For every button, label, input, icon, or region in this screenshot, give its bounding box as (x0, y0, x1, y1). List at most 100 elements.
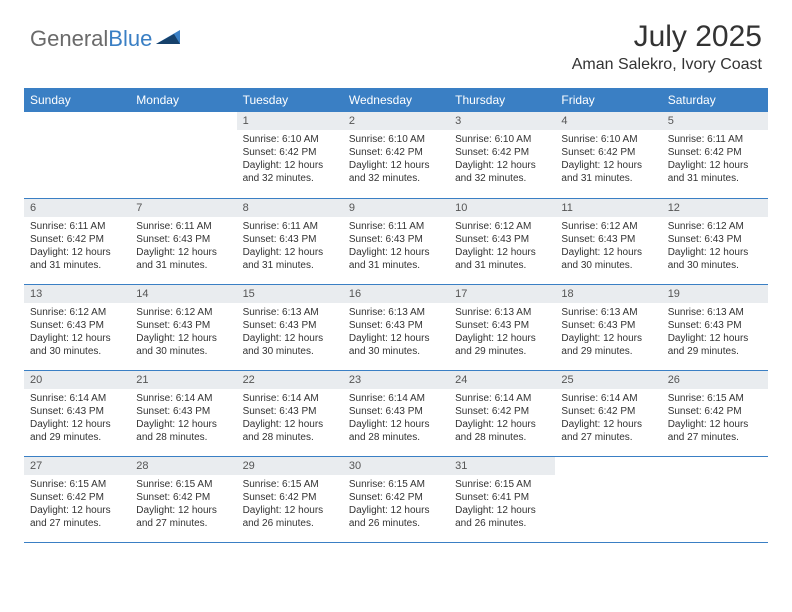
day-number: 26 (662, 371, 768, 389)
day-number: 11 (555, 199, 661, 217)
sunrise-line: Sunrise: 6:14 AM (455, 392, 549, 405)
sunset-line: Sunset: 6:43 PM (136, 233, 230, 246)
day-body: Sunrise: 6:11 AMSunset: 6:42 PMDaylight:… (662, 130, 768, 189)
daylight-line: Daylight: 12 hours and 30 minutes. (349, 332, 443, 358)
sunset-line: Sunset: 6:43 PM (668, 319, 762, 332)
brand-logo: GeneralBlue (30, 20, 182, 52)
brand-part2: Blue (108, 26, 152, 52)
day-number: 2 (343, 112, 449, 130)
calendar-cell (130, 112, 236, 198)
calendar-cell: 5Sunrise: 6:11 AMSunset: 6:42 PMDaylight… (662, 112, 768, 198)
calendar-body: 1Sunrise: 6:10 AMSunset: 6:42 PMDaylight… (24, 112, 768, 542)
day-body: Sunrise: 6:14 AMSunset: 6:43 PMDaylight:… (237, 389, 343, 448)
daylight-line: Daylight: 12 hours and 30 minutes. (668, 246, 762, 272)
day-body: Sunrise: 6:10 AMSunset: 6:42 PMDaylight:… (555, 130, 661, 189)
sunset-line: Sunset: 6:43 PM (136, 319, 230, 332)
sunset-line: Sunset: 6:41 PM (455, 491, 549, 504)
daylight-line: Daylight: 12 hours and 32 minutes. (243, 159, 337, 185)
day-number: 17 (449, 285, 555, 303)
sunrise-line: Sunrise: 6:11 AM (30, 220, 124, 233)
sunrise-line: Sunrise: 6:15 AM (668, 392, 762, 405)
sunset-line: Sunset: 6:42 PM (243, 146, 337, 159)
sunrise-line: Sunrise: 6:14 AM (349, 392, 443, 405)
day-number: 24 (449, 371, 555, 389)
calendar-cell: 8Sunrise: 6:11 AMSunset: 6:43 PMDaylight… (237, 198, 343, 284)
weekday-header: Sunday (24, 88, 130, 112)
calendar-cell (555, 456, 661, 542)
sunset-line: Sunset: 6:43 PM (243, 233, 337, 246)
calendar-cell: 20Sunrise: 6:14 AMSunset: 6:43 PMDayligh… (24, 370, 130, 456)
day-body: Sunrise: 6:13 AMSunset: 6:43 PMDaylight:… (662, 303, 768, 362)
header: GeneralBlue July 2025 Aman Salekro, Ivor… (0, 0, 792, 80)
day-number: 19 (662, 285, 768, 303)
sunset-line: Sunset: 6:43 PM (349, 233, 443, 246)
calendar-row: 6Sunrise: 6:11 AMSunset: 6:42 PMDaylight… (24, 198, 768, 284)
daylight-line: Daylight: 12 hours and 32 minutes. (349, 159, 443, 185)
calendar-cell: 12Sunrise: 6:12 AMSunset: 6:43 PMDayligh… (662, 198, 768, 284)
calendar-cell: 27Sunrise: 6:15 AMSunset: 6:42 PMDayligh… (24, 456, 130, 542)
daylight-line: Daylight: 12 hours and 31 minutes. (349, 246, 443, 272)
calendar-cell: 28Sunrise: 6:15 AMSunset: 6:42 PMDayligh… (130, 456, 236, 542)
daylight-line: Daylight: 12 hours and 28 minutes. (136, 418, 230, 444)
day-number: 8 (237, 199, 343, 217)
daylight-line: Daylight: 12 hours and 31 minutes. (30, 246, 124, 272)
calendar-cell: 3Sunrise: 6:10 AMSunset: 6:42 PMDaylight… (449, 112, 555, 198)
daylight-line: Daylight: 12 hours and 32 minutes. (455, 159, 549, 185)
day-body: Sunrise: 6:15 AMSunset: 6:42 PMDaylight:… (130, 475, 236, 534)
weekday-header: Friday (555, 88, 661, 112)
day-body: Sunrise: 6:14 AMSunset: 6:42 PMDaylight:… (449, 389, 555, 448)
calendar-cell (24, 112, 130, 198)
daylight-line: Daylight: 12 hours and 27 minutes. (561, 418, 655, 444)
daylight-line: Daylight: 12 hours and 27 minutes. (668, 418, 762, 444)
day-number: 28 (130, 457, 236, 475)
sunset-line: Sunset: 6:43 PM (243, 405, 337, 418)
daylight-line: Daylight: 12 hours and 31 minutes. (561, 159, 655, 185)
daylight-line: Daylight: 12 hours and 31 minutes. (455, 246, 549, 272)
sunrise-line: Sunrise: 6:10 AM (561, 133, 655, 146)
sunset-line: Sunset: 6:43 PM (455, 233, 549, 246)
day-number: 30 (343, 457, 449, 475)
calendar-cell: 31Sunrise: 6:15 AMSunset: 6:41 PMDayligh… (449, 456, 555, 542)
calendar-cell: 15Sunrise: 6:13 AMSunset: 6:43 PMDayligh… (237, 284, 343, 370)
weekday-header-row: SundayMondayTuesdayWednesdayThursdayFrid… (24, 88, 768, 112)
sunset-line: Sunset: 6:42 PM (455, 405, 549, 418)
sunrise-line: Sunrise: 6:14 AM (561, 392, 655, 405)
calendar-cell: 4Sunrise: 6:10 AMSunset: 6:42 PMDaylight… (555, 112, 661, 198)
calendar-row: 13Sunrise: 6:12 AMSunset: 6:43 PMDayligh… (24, 284, 768, 370)
sunrise-line: Sunrise: 6:11 AM (136, 220, 230, 233)
sunrise-line: Sunrise: 6:15 AM (136, 478, 230, 491)
calendar-cell: 14Sunrise: 6:12 AMSunset: 6:43 PMDayligh… (130, 284, 236, 370)
day-body: Sunrise: 6:11 AMSunset: 6:43 PMDaylight:… (130, 217, 236, 276)
sunrise-line: Sunrise: 6:14 AM (136, 392, 230, 405)
brand-part1: General (30, 26, 108, 52)
day-body: Sunrise: 6:12 AMSunset: 6:43 PMDaylight:… (130, 303, 236, 362)
sunset-line: Sunset: 6:42 PM (668, 405, 762, 418)
day-body: Sunrise: 6:15 AMSunset: 6:42 PMDaylight:… (662, 389, 768, 448)
sunrise-line: Sunrise: 6:14 AM (30, 392, 124, 405)
title-block: July 2025 Aman Salekro, Ivory Coast (572, 20, 762, 74)
weekday-header: Wednesday (343, 88, 449, 112)
day-body: Sunrise: 6:14 AMSunset: 6:42 PMDaylight:… (555, 389, 661, 448)
sunset-line: Sunset: 6:43 PM (30, 319, 124, 332)
day-number: 10 (449, 199, 555, 217)
day-number: 20 (24, 371, 130, 389)
sunset-line: Sunset: 6:43 PM (561, 319, 655, 332)
calendar-cell: 26Sunrise: 6:15 AMSunset: 6:42 PMDayligh… (662, 370, 768, 456)
sunrise-line: Sunrise: 6:12 AM (30, 306, 124, 319)
day-number: 1 (237, 112, 343, 130)
calendar-table: SundayMondayTuesdayWednesdayThursdayFrid… (24, 88, 768, 543)
location-subtitle: Aman Salekro, Ivory Coast (572, 56, 762, 74)
day-body: Sunrise: 6:12 AMSunset: 6:43 PMDaylight:… (555, 217, 661, 276)
sunset-line: Sunset: 6:42 PM (136, 491, 230, 504)
day-number: 6 (24, 199, 130, 217)
sunrise-line: Sunrise: 6:12 AM (136, 306, 230, 319)
sunset-line: Sunset: 6:42 PM (668, 146, 762, 159)
sunset-line: Sunset: 6:42 PM (349, 491, 443, 504)
sunset-line: Sunset: 6:43 PM (561, 233, 655, 246)
calendar-cell (662, 456, 768, 542)
daylight-line: Daylight: 12 hours and 28 minutes. (455, 418, 549, 444)
calendar-cell: 9Sunrise: 6:11 AMSunset: 6:43 PMDaylight… (343, 198, 449, 284)
day-number: 25 (555, 371, 661, 389)
calendar-cell: 10Sunrise: 6:12 AMSunset: 6:43 PMDayligh… (449, 198, 555, 284)
sunset-line: Sunset: 6:43 PM (243, 319, 337, 332)
